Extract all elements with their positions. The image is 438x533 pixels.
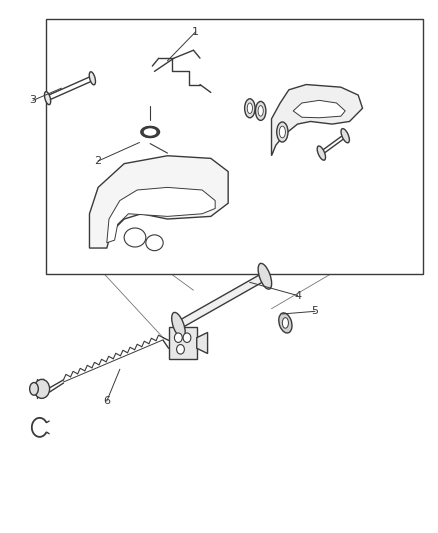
Polygon shape — [168, 327, 196, 359]
Ellipse shape — [174, 333, 182, 342]
Ellipse shape — [278, 313, 291, 333]
Ellipse shape — [176, 344, 184, 354]
Ellipse shape — [276, 122, 287, 142]
Ellipse shape — [145, 235, 163, 251]
Ellipse shape — [183, 333, 191, 342]
Ellipse shape — [34, 379, 49, 398]
Text: 4: 4 — [293, 290, 300, 301]
Ellipse shape — [30, 383, 38, 395]
Text: 1: 1 — [192, 27, 199, 37]
Polygon shape — [271, 85, 362, 156]
Polygon shape — [46, 19, 422, 274]
Ellipse shape — [89, 72, 95, 85]
Polygon shape — [89, 156, 228, 248]
Ellipse shape — [340, 128, 349, 143]
Ellipse shape — [171, 312, 185, 338]
Ellipse shape — [44, 92, 50, 104]
Ellipse shape — [282, 318, 288, 328]
Polygon shape — [293, 100, 344, 118]
Ellipse shape — [244, 99, 254, 118]
Polygon shape — [106, 188, 215, 243]
Text: 3: 3 — [29, 95, 36, 106]
Text: 2: 2 — [94, 156, 102, 166]
Polygon shape — [176, 271, 266, 331]
Ellipse shape — [258, 263, 271, 289]
Ellipse shape — [124, 228, 145, 247]
Ellipse shape — [258, 106, 263, 116]
Ellipse shape — [279, 126, 285, 138]
Text: 5: 5 — [311, 306, 318, 316]
Ellipse shape — [255, 101, 265, 120]
Text: 6: 6 — [103, 396, 110, 406]
Ellipse shape — [317, 146, 325, 160]
Polygon shape — [196, 333, 207, 353]
Ellipse shape — [247, 103, 252, 114]
